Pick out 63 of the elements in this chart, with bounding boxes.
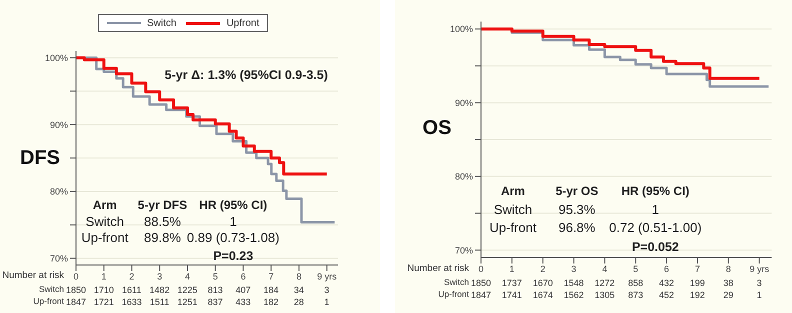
- annotation: 5-yr OS: [556, 183, 598, 200]
- text: Number at risk: [2, 270, 64, 281]
- x-tick-label: 5: [633, 264, 638, 274]
- annotation: Arm: [500, 183, 525, 200]
- text: 1847 1721 1633 1511 1251 837 433 182 28 1: [66, 297, 330, 307]
- x-tick-label: 0: [73, 271, 79, 282]
- annotation: 0.72 (0.51-1.00): [609, 219, 702, 237]
- text: Switch: [444, 276, 469, 286]
- y-tick-label: 80%: [454, 172, 473, 182]
- annotation: 96.8%: [558, 219, 596, 237]
- x-tick-label: 1: [509, 264, 514, 274]
- y-tick-label: 100%: [450, 24, 473, 34]
- annotation: 5-yr DFS: [138, 196, 188, 214]
- y-tick-label: 90%: [454, 98, 473, 108]
- x-tick-label: 1: [101, 271, 106, 282]
- x-tick-label: 2: [540, 264, 546, 274]
- y-axis-title: DFS: [19, 147, 61, 169]
- annotation: HR (95% CI): [199, 196, 268, 214]
- annotation: 1: [230, 212, 237, 231]
- text: Up-front: [33, 296, 64, 306]
- x-tick-label: 4: [184, 271, 190, 282]
- x-tick-label: 4: [602, 264, 608, 274]
- y-axis-title: OS: [422, 116, 452, 139]
- text: 1850 1710 1611 1482 1225 813 407 184 34 3: [66, 285, 330, 295]
- text: 1847 1741 1674 1562 1305 873 452 192 29 1: [470, 290, 762, 300]
- x-tick-label: 3: [571, 264, 576, 274]
- x-tick-label: 3: [157, 271, 162, 282]
- x-tick-label: 6: [240, 271, 246, 282]
- annotation: 1: [652, 200, 660, 219]
- text: Number at risk: [407, 262, 469, 274]
- legend-label: Upfront: [226, 18, 260, 28]
- annotation: 0.89 (0.73-1.08): [186, 229, 280, 248]
- x-tick-label: 8: [296, 271, 302, 282]
- x-tick-label: 0: [478, 264, 484, 274]
- annotation: Switch: [86, 212, 124, 231]
- y-tick-label: 90%: [50, 120, 68, 130]
- legend-label: Switch: [147, 18, 176, 28]
- y-tick-label: 70%: [50, 254, 68, 264]
- y-tick-label: 80%: [50, 186, 68, 197]
- text: 1850 1737 1670 1548 1272 858 432 199 38 3: [470, 278, 762, 288]
- x-tick-label: 8: [726, 264, 731, 274]
- x-tick-label: 5: [212, 271, 218, 282]
- y-tick-label: 70%: [454, 245, 473, 256]
- annotation: Switch: [494, 200, 532, 219]
- annotation: P=0.23: [213, 248, 254, 265]
- x-tick-label: 9 yrs: [317, 271, 338, 282]
- x-tick-label: 7: [694, 264, 700, 274]
- text: Up-front: [438, 288, 469, 298]
- annotation: 5-yr Δ: 1.3% (95%CI 0.9-3.5): [164, 67, 328, 84]
- annotation: HR (95% CI): [621, 183, 690, 200]
- annotation: Up-front: [81, 229, 128, 248]
- y-tick-label: 100%: [44, 52, 68, 63]
- annotation: Arm: [92, 196, 117, 214]
- annotation: 88.5%: [144, 212, 181, 231]
- annotation: Up-front: [490, 219, 536, 237]
- x-tick-label: 9 yrs: [750, 264, 770, 274]
- x-tick-label: 7: [268, 271, 274, 282]
- annotation: 95.3%: [558, 200, 596, 219]
- annotation: 89.8%: [144, 229, 181, 248]
- annotation: P=0.052: [632, 239, 679, 256]
- text: Switch: [38, 284, 64, 294]
- x-tick-label: 6: [664, 264, 670, 274]
- x-tick-label: 2: [129, 271, 134, 282]
